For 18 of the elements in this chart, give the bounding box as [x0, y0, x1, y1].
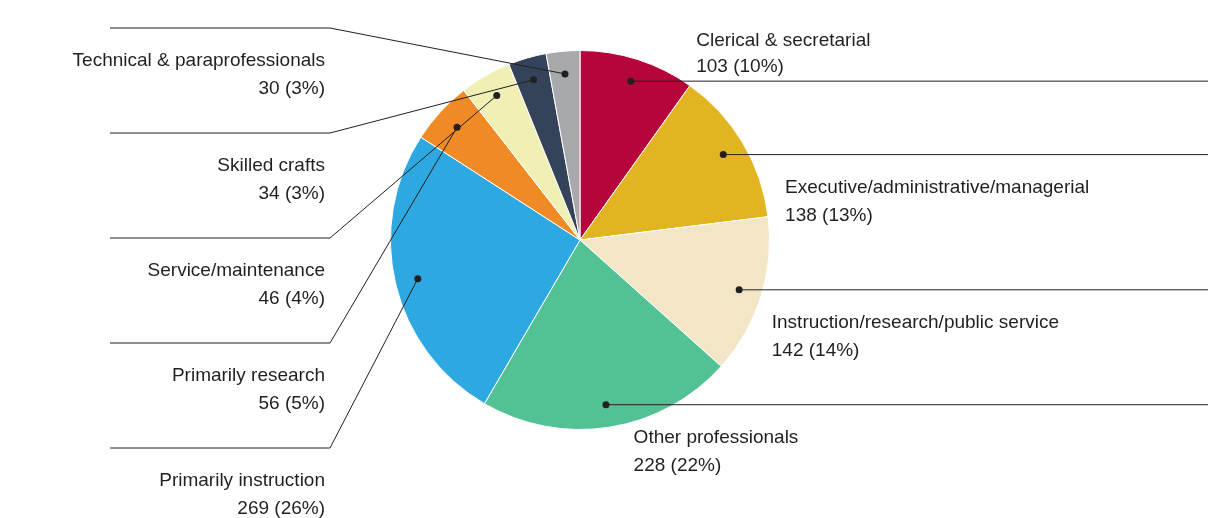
data-label: 34 (3%) — [258, 182, 325, 204]
slice-label: Primarily research — [171, 364, 325, 386]
slice-label: Primarily instruction — [159, 469, 325, 491]
data-label: 46 (4%) — [258, 287, 325, 309]
slice-label: Technical & paraprofessionals — [72, 49, 325, 71]
slice-label: Service/maintenance — [147, 259, 325, 281]
slice-label: Executive/administrative/managerial — [785, 175, 1090, 197]
data-label: 138 (13%) — [785, 203, 873, 225]
slice-label: Skilled crafts — [217, 154, 325, 176]
data-label: 269 (26%) — [237, 497, 325, 518]
data-label: 56 (5%) — [258, 392, 325, 414]
data-label: 228 (22%) — [633, 453, 722, 475]
slice-label: Other professionals — [633, 425, 799, 447]
data-label: 30 (3%) — [258, 77, 325, 99]
data-label: 103 (10%) — [696, 55, 784, 77]
slice-label: Instruction/research/public service — [771, 311, 1060, 333]
data-label: 142 (14%) — [771, 339, 860, 361]
slice-label: Clerical & secretarial — [696, 29, 871, 51]
